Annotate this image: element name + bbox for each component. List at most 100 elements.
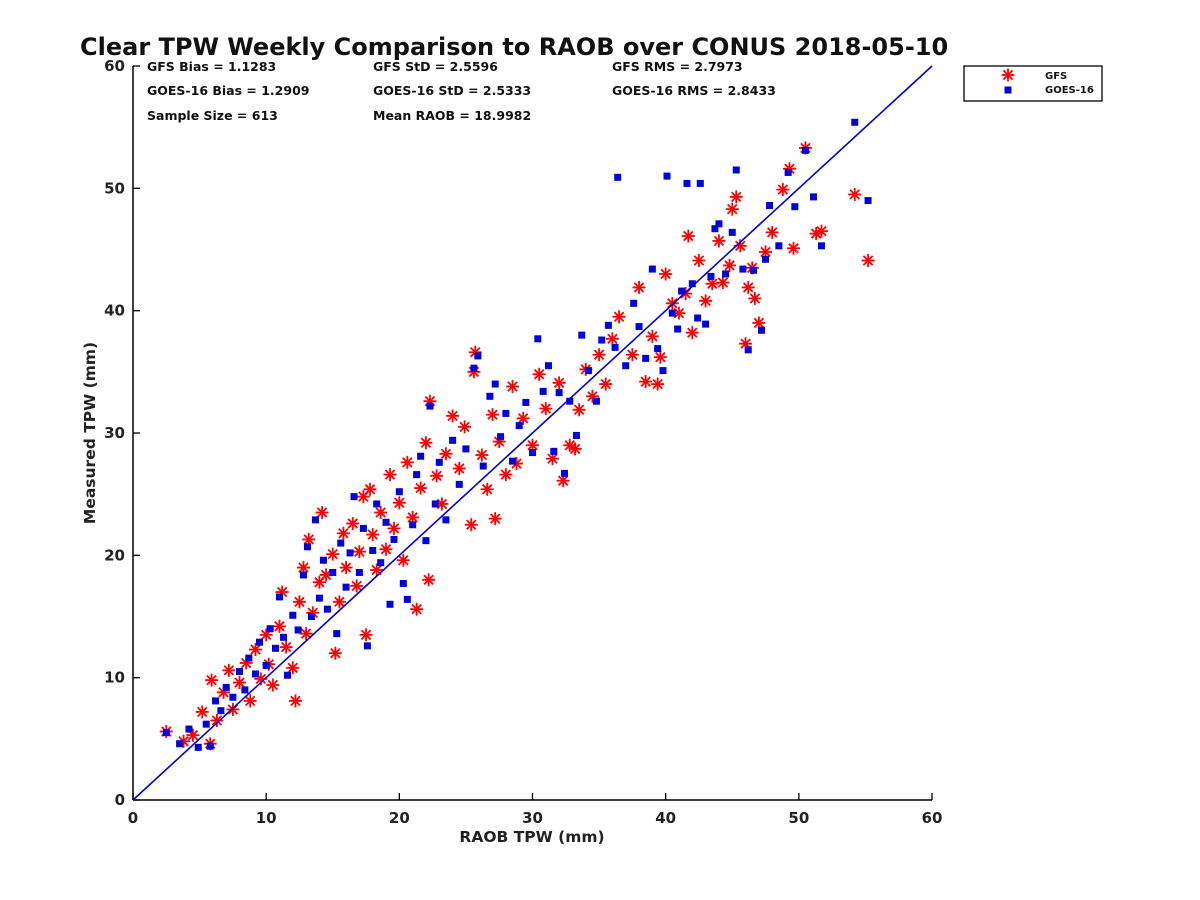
goes16-std-label: GOES-16 StD = 2.5333 (373, 83, 531, 98)
goes16-point (851, 118, 859, 126)
goes16-point (707, 272, 715, 280)
legend-box (963, 65, 1103, 102)
goes16-rms-label: GOES-16 RMS = 2.8433 (612, 83, 776, 98)
sample-size-label: Sample Size = 613 (147, 108, 278, 123)
gfs-point (572, 403, 586, 417)
gfs-point (414, 481, 428, 495)
gfs-point (210, 713, 224, 727)
gfs-point (729, 190, 743, 204)
goes16-point (426, 402, 434, 410)
goes16-point (696, 179, 704, 187)
goes16-point (241, 686, 249, 694)
gfs-point (464, 518, 478, 532)
goes16-point (403, 595, 411, 603)
gfs-point (651, 377, 665, 391)
goes16-point (409, 521, 417, 529)
gfs-point (339, 561, 353, 575)
goes16-bias-label: GOES-16 Bias = 1.2909 (147, 83, 309, 98)
gfs-point (363, 482, 377, 496)
goes16-point (399, 579, 407, 587)
goes16-point (784, 168, 792, 176)
y-axis-label: Measured TPW (mm) (81, 342, 99, 524)
goes16-point (185, 725, 193, 733)
goes16-point (435, 458, 443, 466)
gfs-point (279, 640, 293, 654)
gfs-point (645, 329, 659, 343)
goes16-point (715, 220, 723, 228)
goes16-point (346, 549, 354, 557)
gfs-point (288, 694, 302, 708)
one-to-one-line (132, 65, 933, 801)
x-tick-label: 50 (788, 809, 809, 827)
goes16-point (486, 392, 494, 400)
gfs-point (659, 267, 673, 281)
y-tick-label: 60 (104, 57, 125, 75)
goes16-point (323, 605, 331, 613)
gfs-point (783, 162, 797, 176)
goes16-point (470, 364, 478, 372)
goes16-point (262, 661, 270, 669)
gfs-point (336, 526, 350, 540)
gfs-point (458, 420, 472, 434)
gfs-point (545, 452, 559, 466)
goes16-point (791, 203, 799, 211)
mean-raob-label: Mean RAOB = 18.9982 (373, 108, 531, 123)
gfs-point (516, 411, 530, 425)
chart-title: Clear TPW Weekly Comparison to RAOB over… (80, 33, 948, 61)
goes16-point (775, 242, 783, 250)
gfs-point (315, 506, 329, 520)
gfs-point (439, 447, 453, 461)
legend-gfs-marker (1001, 68, 1015, 82)
goes16-point (359, 524, 367, 532)
goes16-point (509, 457, 517, 465)
goes16-point (449, 436, 457, 444)
gfs-point (387, 521, 401, 535)
gfs-point (275, 585, 289, 599)
gfs-point (681, 229, 695, 243)
goes16-point (222, 683, 230, 691)
goes16-point (515, 422, 523, 430)
goes16-point (497, 433, 505, 441)
legend-goes16-square (1004, 86, 1012, 94)
goes16-point (502, 409, 510, 417)
goes16-point (694, 314, 702, 322)
goes16-point (229, 693, 237, 701)
goes16-point (329, 568, 337, 576)
gfs-point (352, 545, 366, 559)
y-tick-label: 0 (115, 791, 125, 809)
goes16-point (642, 354, 650, 362)
goes16-point (462, 445, 470, 453)
goes16-point (319, 556, 327, 564)
gfs-point (716, 276, 730, 290)
goes16-point (688, 280, 696, 288)
x-tick-label: 60 (922, 809, 943, 827)
goes16-point (479, 462, 487, 470)
x-tick-label: 30 (522, 809, 543, 827)
goes16-point (355, 568, 363, 576)
goes16-point (386, 600, 394, 608)
y-tick-label: 40 (104, 302, 125, 320)
gfs-point (233, 676, 247, 690)
legend-gfs-asterisk (1001, 68, 1015, 82)
goes16-point (630, 299, 638, 307)
gfs-point (326, 547, 340, 561)
goes16-point (194, 743, 202, 751)
gfs-point (272, 619, 286, 633)
goes16-point (395, 488, 403, 496)
gfs-point (430, 469, 444, 483)
gfs-point (366, 528, 380, 542)
goes16-point (728, 228, 736, 236)
goes16-point (350, 493, 358, 501)
gfs-point (612, 310, 626, 324)
goes16-point (592, 397, 600, 405)
goes16-point (614, 173, 622, 181)
gfs-point (435, 497, 449, 511)
goes16-point (732, 166, 740, 174)
axis-ticks: 0 10 20 30 40 50 60 0 10 20 30 40 50 60 (104, 57, 942, 827)
goes16-point (529, 449, 536, 457)
gfs-point (488, 512, 502, 526)
gfs-point (653, 350, 667, 364)
goes16-point (236, 668, 244, 676)
goes16-point (417, 452, 425, 460)
